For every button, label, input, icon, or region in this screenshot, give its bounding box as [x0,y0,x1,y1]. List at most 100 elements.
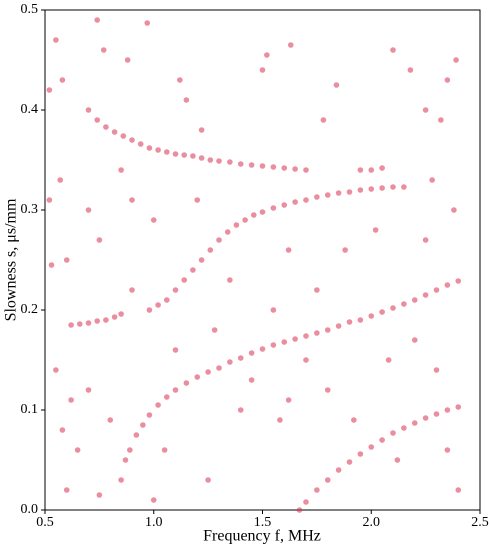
point [216,158,222,164]
point [150,217,157,223]
point [129,287,135,293]
point [194,374,201,380]
x-tick-label: 2.0 [363,515,381,530]
point [324,327,331,333]
point [324,387,331,393]
point [379,185,385,191]
point [161,447,168,453]
x-tick-label: 1.5 [254,515,272,530]
point [181,277,187,283]
point [390,184,396,190]
point [324,477,331,483]
point [264,52,270,58]
point [453,57,459,63]
y-tick-label: 0.4 [21,102,39,117]
point [455,487,462,493]
point [248,162,255,168]
point [194,197,201,203]
point [120,133,127,139]
point [314,330,320,336]
point [401,184,407,190]
point [394,457,401,463]
point [227,277,233,283]
point [233,222,240,228]
point [118,477,124,483]
point [438,117,444,123]
point [237,407,244,413]
point [259,67,266,73]
point [433,367,440,373]
point [455,278,462,284]
point [390,430,396,436]
point [285,247,292,253]
point [422,107,429,113]
point [433,411,440,417]
point [422,415,429,421]
point [46,87,53,93]
point [444,77,451,83]
point [368,313,375,319]
point [303,333,309,339]
point [103,317,109,323]
point [177,77,183,83]
point [94,318,100,324]
point [411,297,418,303]
point [379,165,385,171]
x-tick-label: 0.5 [36,515,54,530]
point [433,287,440,293]
point [390,305,396,311]
point [335,323,342,329]
point [85,207,92,213]
point [314,194,320,200]
point [190,267,196,273]
point [281,202,288,208]
point [100,47,107,53]
point [172,151,179,157]
point [259,209,266,215]
point [122,457,129,463]
point [357,451,364,457]
point [68,322,74,328]
point [335,190,342,196]
point [181,152,187,158]
point [111,129,118,135]
point [270,205,277,211]
x-tick-label: 1.0 [145,515,163,530]
point [107,417,114,423]
point [277,417,283,423]
y-tick-label: 0.3 [21,202,39,217]
point [422,292,429,298]
point [150,497,157,503]
point [63,487,70,493]
point [346,189,353,195]
point [292,199,298,205]
point [164,394,170,400]
point [390,47,396,53]
point [129,197,135,203]
y-tick-label: 0.0 [21,502,39,517]
point [207,157,214,163]
y-axis-label: Slowness s, μs/mm [3,198,20,321]
point [346,459,353,465]
point [118,311,124,317]
point [314,287,320,293]
point [53,37,59,43]
point [357,167,364,173]
point [357,317,364,323]
point [172,347,179,353]
point [111,314,118,320]
point [237,355,244,361]
point [144,20,151,26]
point [63,257,70,263]
point [198,257,205,263]
point [53,367,59,373]
point [211,327,218,333]
point [407,67,414,73]
point [216,365,222,371]
point [292,336,298,342]
point [94,17,100,23]
point [455,404,462,410]
point [172,287,179,293]
point [224,229,231,235]
